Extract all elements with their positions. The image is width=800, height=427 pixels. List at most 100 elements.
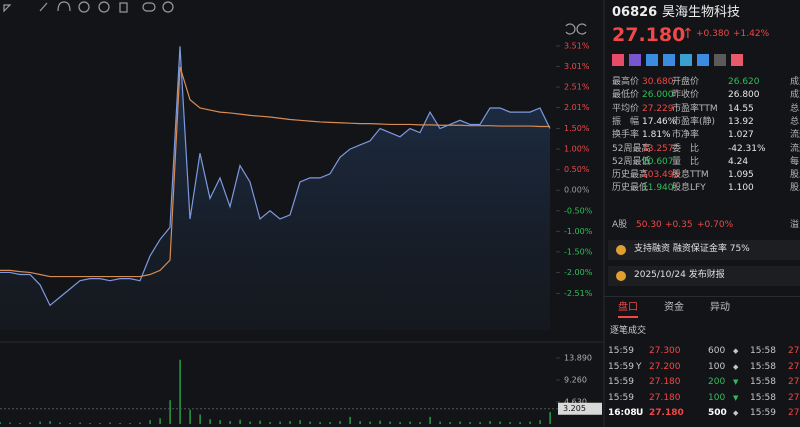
y-tick-label: 2.01% <box>564 103 590 112</box>
y-tick-label: 3.51% <box>564 41 590 50</box>
a-share-pct: +0.70% <box>697 220 734 230</box>
quote-label: 最低价 <box>612 90 640 101</box>
trade-time: 15:59 <box>608 361 634 372</box>
tool[interactable] <box>119 2 128 13</box>
quote-value: 14.55 <box>728 103 754 114</box>
a-share-extra: 溢 <box>790 220 800 230</box>
tool[interactable] <box>162 1 174 13</box>
volume-bar <box>439 421 441 424</box>
volume-bar <box>449 422 451 424</box>
toolbar[interactable] <box>3 1 587 35</box>
volume-bar <box>29 422 31 424</box>
quote-label: 52周最高 <box>612 143 651 154</box>
y-tick-label: 2.51% <box>564 83 590 92</box>
trade-time: 15:58 <box>750 377 776 387</box>
volume-bar <box>359 421 361 424</box>
notice-text[interactable]: 支持融资 融资保证金率 75% <box>634 244 750 254</box>
quote-label: 股息LFY <box>672 183 706 194</box>
volume-bar <box>379 420 381 424</box>
cursor-box <box>558 402 602 415</box>
quote-label: 换手率 <box>612 130 640 141</box>
quote-label: 总 <box>790 116 800 127</box>
trade-direction: ◆ <box>733 347 739 355</box>
quote-label: 开盘价 <box>672 77 700 87</box>
quote-value: 26.000 <box>642 90 674 101</box>
trade-price: 27 <box>788 361 800 372</box>
tool[interactable] <box>98 1 110 13</box>
volume-bar <box>69 423 71 424</box>
badge[interactable] <box>714 54 726 66</box>
price-arrow: ↑ <box>682 26 694 42</box>
tab[interactable]: 资金 <box>664 302 684 313</box>
volume-bar <box>349 416 351 424</box>
tool[interactable] <box>142 2 156 12</box>
trade-flag: U <box>636 408 644 418</box>
quote-value: 17.46% <box>642 116 677 127</box>
trade-price: 27 <box>788 346 800 356</box>
volume-bar <box>409 421 411 424</box>
quote-label: 成交 <box>790 77 800 87</box>
notice-bg[interactable] <box>608 240 800 260</box>
notice-bg[interactable] <box>608 266 800 286</box>
quote-value: 11.940 <box>642 183 674 194</box>
volume-bar <box>79 422 81 424</box>
volume-bar <box>419 422 421 424</box>
volume-bar <box>389 421 391 424</box>
cursor-label: 3.205 <box>563 404 586 413</box>
trade-price: 27.180 <box>649 408 684 418</box>
volume-bar <box>99 423 101 424</box>
quote-label: 52周最低 <box>612 156 651 167</box>
quote-label: 振 幅 <box>612 116 640 127</box>
trade-volume: 500 <box>708 408 727 418</box>
badge[interactable] <box>612 54 624 66</box>
trade-time: 15:58 <box>750 346 776 356</box>
badge[interactable] <box>680 54 692 66</box>
tab[interactable]: 盘口 <box>618 302 638 313</box>
y-tick-label: 1.50% <box>564 124 590 133</box>
volume-bar <box>229 421 231 424</box>
quote-value: 1.095 <box>728 170 754 181</box>
badge[interactable] <box>629 54 641 66</box>
tool[interactable] <box>565 23 576 35</box>
tool[interactable] <box>57 1 71 12</box>
trade-price: 27 <box>788 377 800 387</box>
quote-label: 昨收价 <box>672 90 700 101</box>
volume-bar <box>159 418 161 424</box>
volume-bar <box>119 423 121 424</box>
tool[interactable] <box>576 23 587 35</box>
badge[interactable] <box>646 54 658 66</box>
tab[interactable]: 异动 <box>710 302 730 313</box>
volume-bar <box>209 419 211 424</box>
tool[interactable] <box>78 1 90 13</box>
quote-label: 市盈率(静) <box>672 116 716 127</box>
y-tick-label: 1.00% <box>564 145 590 154</box>
badge[interactable] <box>697 54 709 66</box>
tool[interactable] <box>3 4 12 13</box>
tool[interactable] <box>39 2 48 12</box>
tab-underline <box>618 316 638 318</box>
y-tick-label: -1.00% <box>564 227 593 236</box>
volume-bar <box>509 422 511 424</box>
volume-bar <box>339 421 341 424</box>
volume-bar <box>329 422 331 424</box>
quote-label: 每 <box>790 156 800 167</box>
trade-price: 27 <box>788 408 800 418</box>
volume-bar <box>369 421 371 424</box>
volume-bar <box>219 420 221 424</box>
trade-price: 27.180 <box>649 377 681 387</box>
volume-bar <box>299 420 301 424</box>
volume-bar <box>319 422 321 424</box>
volume-bar <box>19 423 21 424</box>
y-tick-label: 9.260 <box>564 375 587 384</box>
notice-text[interactable]: 2025/10/24 发布财报 <box>634 270 725 280</box>
quote-value: 1.100 <box>728 183 754 194</box>
volume-bar <box>109 422 111 424</box>
price-change: +0.380 <box>696 29 730 39</box>
volume-bar <box>89 423 91 424</box>
price-area <box>0 46 550 331</box>
badge[interactable] <box>731 54 743 66</box>
stock-price: 27.180 <box>612 24 686 46</box>
badge[interactable] <box>663 54 675 66</box>
a-share-label: A股 <box>612 220 628 230</box>
